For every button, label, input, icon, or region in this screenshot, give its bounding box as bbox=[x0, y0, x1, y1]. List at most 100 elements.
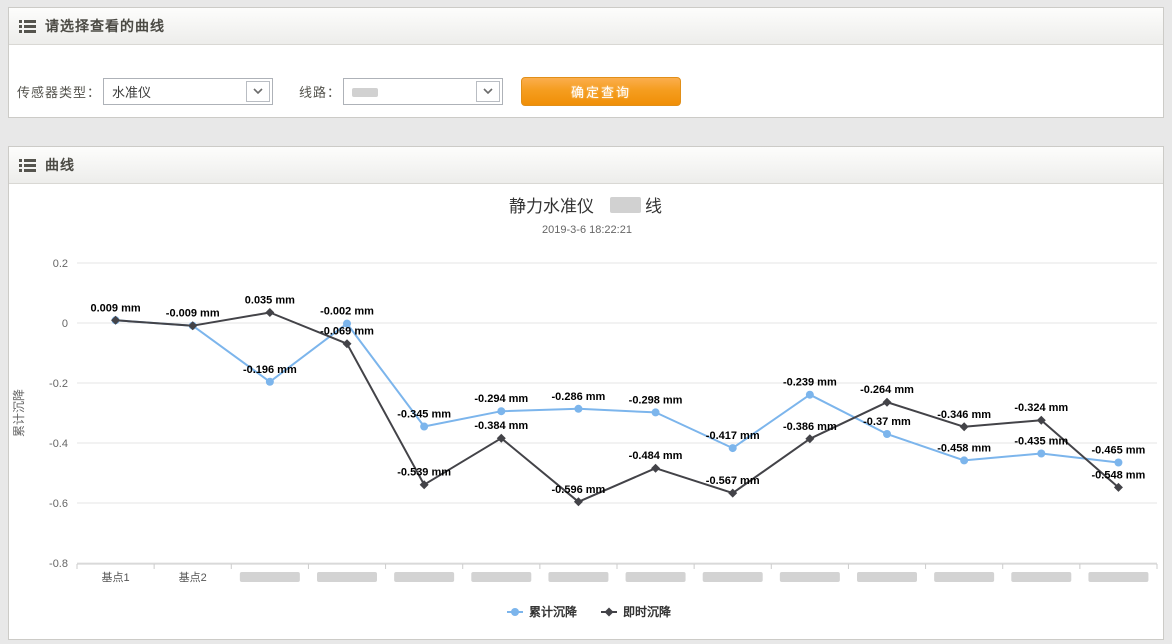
data-point[interactable] bbox=[265, 308, 275, 317]
list-icon bbox=[19, 19, 36, 33]
data-point[interactable] bbox=[651, 463, 661, 473]
data-label: -0.286 mm bbox=[552, 391, 606, 403]
data-point[interactable] bbox=[496, 433, 506, 443]
query-form: 传感器类型： 水准仪 线路： 确定查询 bbox=[9, 45, 1163, 117]
legend-circle-icon bbox=[511, 608, 519, 616]
legend-label: 即时沉降 bbox=[623, 604, 672, 619]
data-label: -0.596 mm bbox=[552, 484, 606, 496]
data-label: -0.417 mm bbox=[706, 430, 760, 442]
data-label: 0.009 mm bbox=[90, 302, 140, 314]
data-label: -0.484 mm bbox=[629, 450, 683, 462]
data-label: -0.458 mm bbox=[937, 442, 991, 454]
data-label: -0.298 mm bbox=[629, 394, 683, 406]
data-point[interactable] bbox=[728, 444, 737, 453]
title-redacted-segment bbox=[610, 197, 641, 213]
y-tick-label: -0.4 bbox=[49, 438, 68, 450]
data-point[interactable] bbox=[111, 315, 121, 325]
data-point[interactable] bbox=[883, 430, 891, 438]
data-label: -0.539 mm bbox=[397, 467, 451, 479]
data-point[interactable] bbox=[728, 488, 738, 498]
data-label: -0.239 mm bbox=[783, 377, 837, 389]
data-label: -0.37 mm bbox=[863, 416, 911, 428]
data-point[interactable] bbox=[265, 377, 274, 386]
data-point[interactable] bbox=[805, 390, 814, 399]
data-label: -0.009 mm bbox=[166, 308, 220, 320]
line-value-redacted bbox=[344, 84, 476, 99]
data-label: -0.196 mm bbox=[243, 364, 297, 376]
data-point[interactable] bbox=[1114, 458, 1123, 467]
data-point[interactable] bbox=[497, 407, 506, 416]
data-label: -0.324 mm bbox=[1014, 402, 1068, 414]
data-point[interactable] bbox=[342, 339, 352, 349]
data-point[interactable] bbox=[651, 408, 660, 417]
chart-subtitle: 2019-3-6 18:22:21 bbox=[542, 224, 632, 236]
chart-area: 0.2 0 -0.2 -0.4 -0.6 -0.8 累计沉降 基点1 基点2 0.009 mm -0… bbox=[9, 184, 1163, 639]
data-label: -0.548 mm bbox=[1092, 469, 1146, 481]
chevron-down-icon bbox=[476, 80, 501, 102]
x-category-label: 基点1 bbox=[102, 571, 130, 584]
x-category-label-redacted bbox=[1011, 572, 1072, 582]
curve-select-panel: 请选择查看的曲线 传感器类型： 水准仪 线路： 确定查询 bbox=[8, 7, 1164, 118]
select-panel-header: 请选择查看的曲线 bbox=[9, 8, 1163, 45]
y-tick-label: -0.8 bbox=[49, 558, 68, 570]
x-category-label-redacted bbox=[471, 572, 532, 582]
chevron-down-icon bbox=[246, 80, 271, 102]
data-point[interactable] bbox=[805, 434, 815, 444]
x-category-label-redacted bbox=[779, 572, 840, 582]
data-point[interactable] bbox=[882, 397, 892, 407]
line-label: 线路： bbox=[299, 84, 342, 100]
data-label: -0.069 mm bbox=[320, 326, 374, 338]
legend-item-1[interactable]: 即时沉降 bbox=[601, 604, 672, 619]
series-line-0 bbox=[115, 319, 1119, 464]
sensor-type-select[interactable]: 水准仪 bbox=[103, 77, 274, 105]
data-point[interactable] bbox=[1113, 482, 1123, 492]
y-tick-label: -0.2 bbox=[49, 378, 68, 390]
legend-diamond-icon bbox=[604, 607, 614, 617]
data-point[interactable] bbox=[188, 321, 198, 331]
svg-text:静力水准仪: 静力水准仪 bbox=[509, 197, 594, 216]
data-point[interactable] bbox=[573, 497, 583, 507]
data-label: 0.035 mm bbox=[245, 295, 295, 307]
curve-panel: 曲线 0.2 0 -0.2 -0.4 -0.6 -0.8 累计沉降 基点1 基点2 0.009 m… bbox=[8, 146, 1164, 640]
data-point[interactable] bbox=[343, 319, 351, 328]
curve-panel-header: 曲线 bbox=[9, 147, 1163, 184]
data-point[interactable] bbox=[419, 480, 429, 490]
data-label: -0.346 mm bbox=[937, 409, 991, 421]
x-category-label-redacted bbox=[548, 572, 609, 582]
legend-label: 累计沉降 bbox=[529, 604, 578, 619]
data-point[interactable] bbox=[959, 422, 969, 432]
svg-text:线: 线 bbox=[645, 197, 662, 216]
series-line-1 bbox=[115, 311, 1120, 503]
data-label: -0.294 mm bbox=[474, 393, 528, 405]
sensor-type-value: 水准仪 bbox=[112, 84, 152, 100]
data-label: -0.567 mm bbox=[706, 475, 760, 487]
y-tick-label: 0 bbox=[62, 318, 68, 330]
list-icon bbox=[19, 158, 36, 172]
x-category-label-redacted bbox=[1088, 572, 1149, 582]
confirm-query-button[interactable]: 确定查询 bbox=[521, 76, 682, 106]
data-label: -0.465 mm bbox=[1092, 445, 1146, 457]
data-label: -0.435 mm bbox=[1014, 436, 1068, 448]
data-label: -0.002 mm bbox=[320, 306, 374, 318]
data-point[interactable] bbox=[574, 404, 583, 413]
x-category-label: 基点2 bbox=[179, 571, 207, 584]
x-category-label-redacted bbox=[857, 572, 917, 582]
data-point[interactable] bbox=[420, 422, 429, 431]
data-point[interactable] bbox=[1036, 415, 1046, 425]
y-tick-label: -0.6 bbox=[49, 498, 68, 510]
data-label: -0.386 mm bbox=[783, 421, 837, 433]
data-point[interactable] bbox=[960, 456, 969, 465]
legend-item-0[interactable]: 累计沉降 bbox=[507, 604, 578, 619]
line-select[interactable] bbox=[343, 77, 504, 105]
data-label: -0.264 mm bbox=[860, 384, 914, 396]
y-axis-title: 累计沉降 bbox=[12, 389, 26, 437]
data-point[interactable] bbox=[1037, 449, 1046, 458]
x-category-label-redacted bbox=[625, 572, 686, 582]
curve-panel-title: 曲线 bbox=[45, 157, 75, 173]
select-panel-title: 请选择查看的曲线 bbox=[45, 18, 165, 34]
chart-title: 静力水准仪 线 bbox=[509, 197, 662, 216]
data-label: -0.345 mm bbox=[397, 409, 451, 421]
sensor-type-label: 传感器类型： bbox=[17, 84, 102, 100]
x-category-label-redacted bbox=[702, 572, 763, 582]
